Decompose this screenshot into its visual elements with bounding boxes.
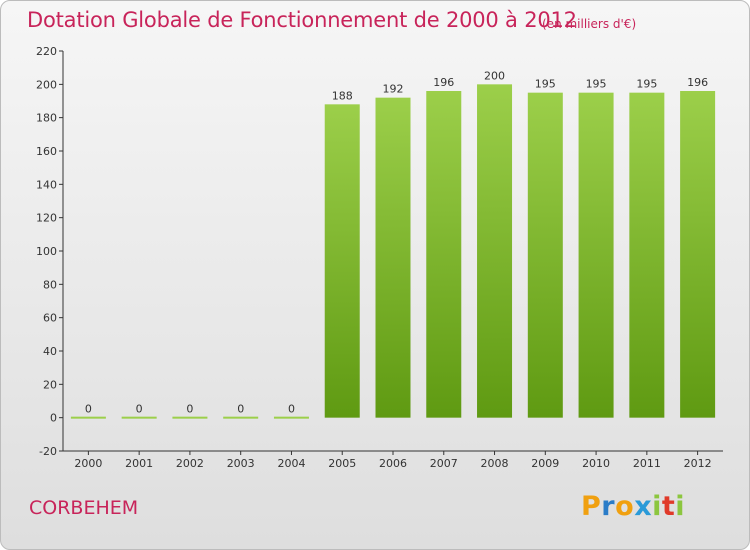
bar bbox=[426, 91, 462, 418]
x-tick-label: 2003 bbox=[227, 457, 255, 470]
y-tick-label: 100 bbox=[36, 245, 57, 258]
y-tick-label: 200 bbox=[36, 78, 57, 91]
y-tick-label: 140 bbox=[36, 178, 57, 191]
y-tick-label: 220 bbox=[36, 45, 57, 58]
bar bbox=[375, 97, 411, 418]
bar bbox=[680, 91, 716, 418]
y-tick-label: 20 bbox=[43, 378, 57, 391]
unit-note: (en milliers d'€) bbox=[542, 17, 637, 31]
x-tick-label: 2001 bbox=[125, 457, 153, 470]
bar-value-label: 200 bbox=[484, 69, 505, 82]
logo-letter: i bbox=[652, 491, 662, 522]
bar-value-label: 196 bbox=[433, 76, 454, 89]
y-tick-label: 0 bbox=[50, 412, 57, 425]
logo-letter: P bbox=[581, 491, 602, 522]
x-tick-label: 2009 bbox=[531, 457, 559, 470]
bar-value-label: 0 bbox=[186, 403, 193, 416]
bar-value-label: 0 bbox=[136, 403, 143, 416]
y-tick-label: -20 bbox=[39, 445, 57, 458]
y-tick-label: 40 bbox=[43, 345, 57, 358]
bar bbox=[477, 84, 513, 418]
bar-value-label: 195 bbox=[535, 78, 556, 91]
logo-letter: i bbox=[675, 491, 686, 522]
y-tick-label: 160 bbox=[36, 145, 57, 158]
proxiti-logo: Proxiti bbox=[581, 491, 685, 522]
commune-name: CORBEHEM bbox=[29, 497, 139, 519]
bar-value-label: 192 bbox=[383, 83, 404, 96]
y-tick-label: 120 bbox=[36, 212, 57, 225]
bar-value-label: 195 bbox=[586, 78, 607, 91]
logo-letter: x bbox=[634, 491, 653, 522]
x-tick-label: 2005 bbox=[328, 457, 356, 470]
bar bbox=[324, 104, 360, 418]
value-labels: 0 0 0 0 0 188 192 196 200 195 195 195 196 bbox=[85, 69, 708, 415]
logo-letter: o bbox=[615, 491, 635, 522]
x-tick-label: 2011 bbox=[633, 457, 661, 470]
bar bbox=[172, 416, 208, 419]
bar bbox=[223, 416, 259, 419]
bars bbox=[70, 84, 716, 419]
chart-title: Dotation Globale de Fonctionnement de 20… bbox=[27, 8, 577, 32]
y-tick-label: 80 bbox=[43, 278, 57, 291]
y-tick-label: 180 bbox=[36, 112, 57, 125]
bar bbox=[273, 416, 309, 419]
x-tick-label: 2008 bbox=[481, 457, 509, 470]
logo-letter: r bbox=[601, 491, 616, 522]
x-tick-label: 2004 bbox=[277, 457, 305, 470]
x-tick-label: 2000 bbox=[74, 457, 102, 470]
y-tick-label: 60 bbox=[43, 312, 57, 325]
bar-value-label: 188 bbox=[332, 89, 353, 102]
bar bbox=[527, 92, 563, 418]
x-tick-label: 2007 bbox=[430, 457, 458, 470]
logo-letter: t bbox=[661, 491, 676, 522]
bar-value-label: 0 bbox=[288, 403, 295, 416]
bar-value-label: 196 bbox=[687, 76, 708, 89]
bar bbox=[578, 92, 614, 418]
bar bbox=[121, 416, 157, 419]
bar bbox=[70, 416, 106, 419]
bar-value-label: 0 bbox=[85, 403, 92, 416]
x-tick-label: 2006 bbox=[379, 457, 407, 470]
bar-value-label: 0 bbox=[237, 403, 244, 416]
bar-value-label: 195 bbox=[636, 78, 657, 91]
bar bbox=[629, 92, 665, 418]
x-tick-label: 2010 bbox=[582, 457, 610, 470]
x-tick-label: 2012 bbox=[684, 457, 712, 470]
x-tick-label: 2002 bbox=[176, 457, 204, 470]
